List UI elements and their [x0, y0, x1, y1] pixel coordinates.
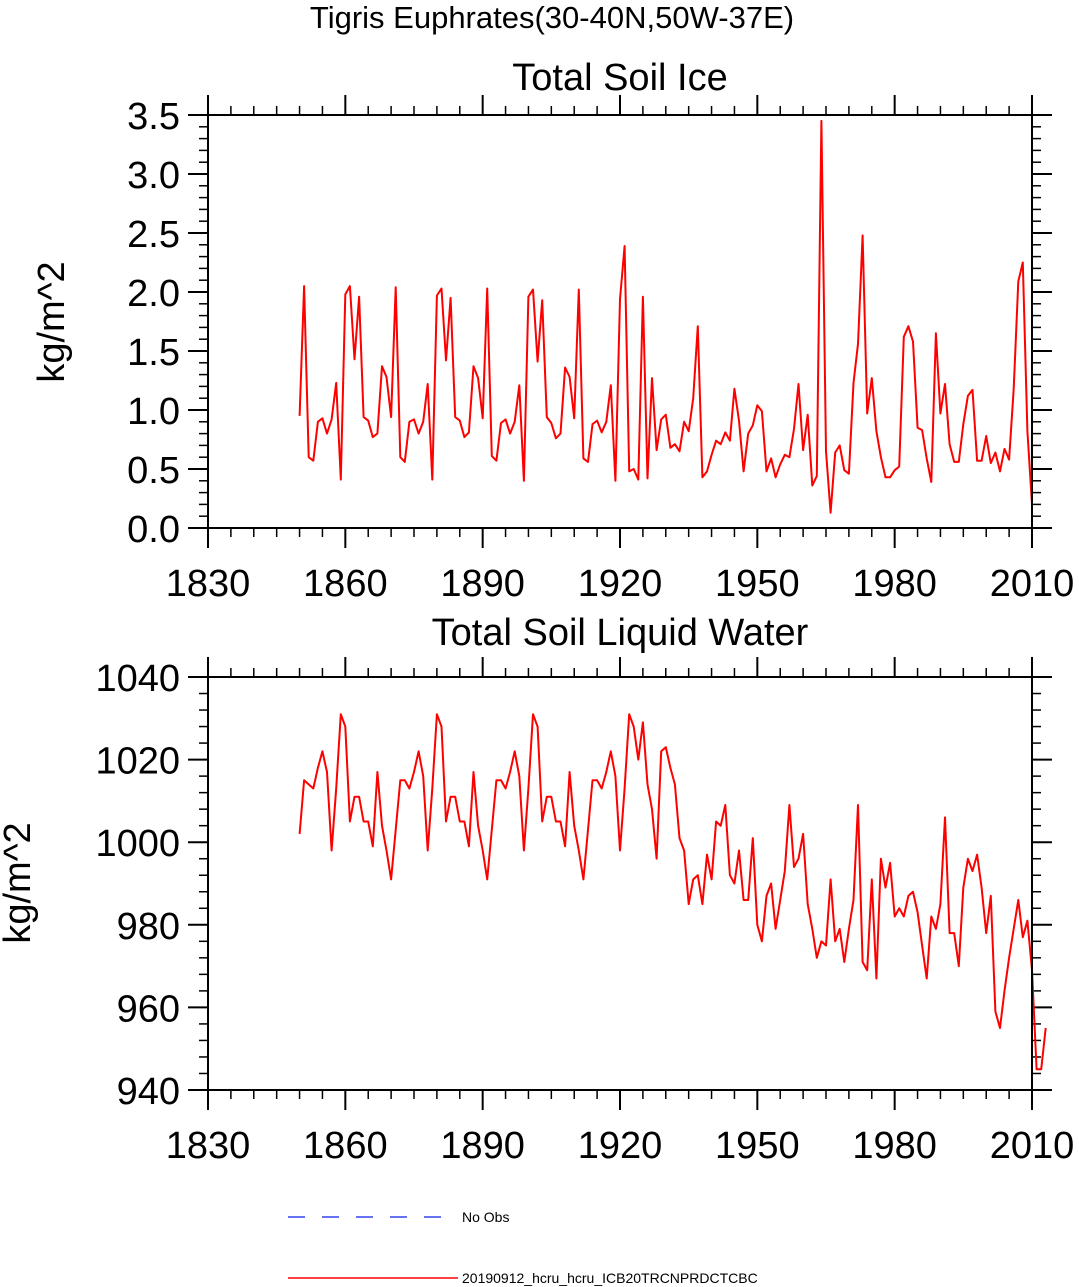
panel-soil-liquid-water: Total Soil Liquid Water kg/m^2 940 960 980…	[0, 612, 1074, 1167]
x-tick-label: 1890	[440, 1125, 525, 1167]
series-line	[298, 713, 1047, 1071]
legend-label-model: 20190912_hcru_hcru_ICB20TRCNPRDCTCBC	[462, 1270, 758, 1286]
y-tick-label: 2.5	[127, 214, 180, 256]
y-tick-label: 1020	[95, 741, 180, 783]
y-axis-label: kg/m^2	[31, 261, 73, 382]
figure-title: Tigris Euphrates(30-40N,50W-37E)	[310, 0, 794, 35]
x-tick-labels: 1830 1860 1890 1920 1950 1980 2010	[166, 563, 1075, 605]
x-tick-label: 1830	[166, 1125, 251, 1167]
x-tick-label: 1950	[715, 563, 800, 605]
panel-soil-ice: Total Soil Ice kg/m^2 0.0 0.5 1.0 1.5 2.0 2.5…	[31, 57, 1074, 605]
x-tick-label: 1980	[852, 563, 937, 605]
y-tick-label: 3.5	[127, 96, 180, 138]
axis-ticks	[188, 657, 1052, 1110]
y-tick-label: 980	[117, 906, 180, 948]
x-tick-label: 1920	[578, 1125, 663, 1167]
y-tick-label: 1040	[95, 658, 180, 700]
plot-frame	[207, 676, 1033, 1091]
y-tick-label: 0.0	[127, 509, 180, 551]
panel-title: Total Soil Ice	[512, 57, 727, 99]
series-lines	[298, 713, 1047, 1071]
y-tick-label: 0.5	[127, 450, 180, 492]
x-tick-label: 1860	[303, 563, 388, 605]
x-tick-label: 1980	[852, 1125, 937, 1167]
legend: No Obs 20190912_hcru_hcru_ICB20TRCNPRDCT…	[288, 1209, 758, 1286]
y-tick-label: 940	[117, 1071, 180, 1113]
legend-label-no-obs: No Obs	[462, 1209, 509, 1225]
series-line	[298, 119, 1033, 514]
panel-title: Total Soil Liquid Water	[432, 612, 809, 654]
y-tick-labels: 940 960 980 1000 1020 1040	[95, 658, 180, 1113]
y-axis-label: kg/m^2	[0, 822, 39, 943]
y-tick-label: 2.0	[127, 273, 180, 315]
y-tick-label: 1.5	[127, 332, 180, 374]
x-tick-label: 2010	[990, 1125, 1075, 1167]
x-tick-label: 1860	[303, 1125, 388, 1167]
series-lines	[298, 119, 1033, 514]
y-tick-label: 1.0	[127, 391, 180, 433]
y-tick-labels: 0.0 0.5 1.0 1.5 2.0 2.5 3.0 3.5	[127, 96, 180, 551]
x-tick-label: 1920	[578, 563, 663, 605]
x-tick-label: 1830	[166, 563, 251, 605]
plot-frame	[207, 114, 1033, 529]
x-tick-label: 2010	[990, 563, 1075, 605]
y-tick-label: 1000	[95, 823, 180, 865]
axis-ticks	[188, 95, 1052, 548]
x-tick-label: 1950	[715, 1125, 800, 1167]
y-tick-label: 960	[117, 988, 180, 1030]
x-tick-labels: 1830 1860 1890 1920 1950 1980 2010	[166, 1125, 1075, 1167]
y-tick-label: 3.0	[127, 155, 180, 197]
x-tick-label: 1890	[440, 563, 525, 605]
